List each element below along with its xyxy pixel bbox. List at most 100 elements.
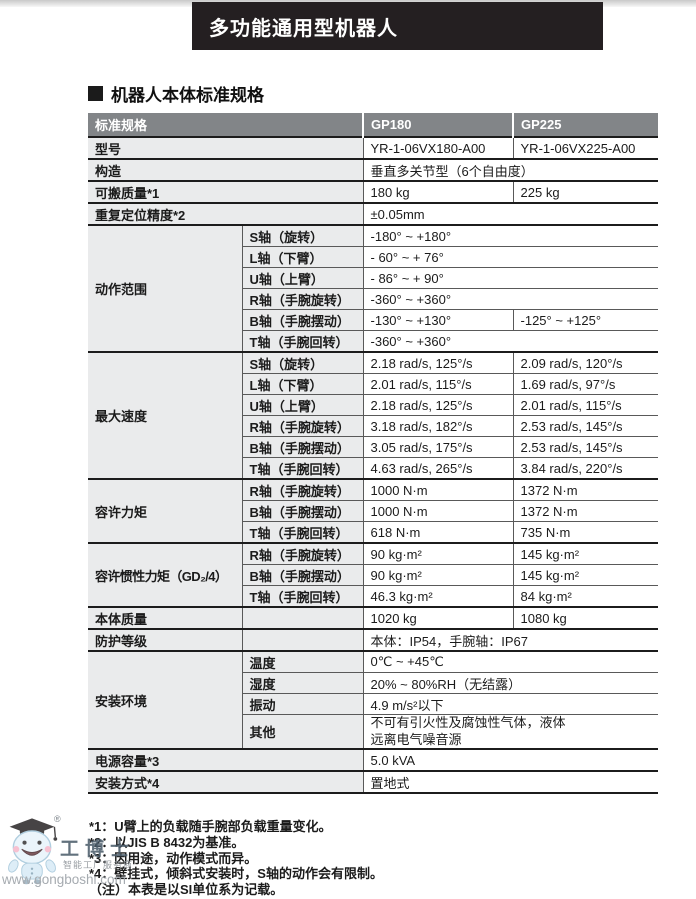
row-environment: 湿度 20% ~ 80%RH（无结露） (88, 672, 659, 694)
axis-label-cell: U轴（上臂） (241, 267, 364, 289)
row-mounting: 安装方式*4 置地式 (88, 770, 659, 794)
mascot-eye-left (22, 840, 27, 845)
axis-gp225-cell: 1.69 rad/s, 97°/s (512, 373, 659, 395)
row-motion-range: T轴（手腕回转） -360° ~ +360° (88, 330, 659, 352)
mascot-cheek-left (12, 846, 20, 853)
mascot-arm-right (45, 859, 56, 873)
row-protection: 防护等级 本体：IP54，手腕轴：IP67 (88, 628, 659, 651)
axis-gp225-cell: 735 N·m (512, 521, 659, 543)
mass-gp180-cell: 1020 kg (362, 606, 514, 629)
mascot-cheek-right (44, 846, 52, 853)
spec-table: 标准规格 GP180 GP225 型号 YR-1-06VX180-A00 YR-… (88, 113, 659, 794)
mascot-cap-tassel (53, 826, 57, 838)
gongboshi-watermark: ® 工博士 智能工厂服务商 www.gongboshi.com (2, 810, 172, 898)
page-title: 多功能通用型机器人 (209, 17, 398, 40)
env-item-cell: 其他 (241, 714, 364, 749)
mascot-head (12, 830, 52, 865)
title-banner: 多功能通用型机器人 (192, 2, 603, 50)
axis-gp225-cell: 2.09 rad/s, 120°/s (512, 351, 659, 374)
section-bullet-icon (88, 86, 103, 101)
axis-value-cell: -360° ~ +360° (362, 288, 659, 310)
env-other-value-cell: 不可有引火性及腐蚀性气体，液体 远离电气噪音源 (362, 714, 659, 749)
payload-gp225-cell: 225 kg (512, 180, 659, 203)
axis-gp225-cell: 145 kg·m² (512, 564, 659, 586)
row-payload: 可搬质量*1 180 kg 225 kg (88, 180, 659, 203)
section-title: 机器人本体标准规格 (111, 86, 264, 105)
axis-gp180-cell: 3.05 rad/s, 175°/s (362, 436, 514, 458)
row-torque: B轴（手腕摆动） 1000 N·m 1372 N·m (88, 500, 659, 522)
row-motion-range: U轴（上臂） - 86° ~ + 90° (88, 267, 659, 289)
axis-label-cell: B轴（手腕摆动） (241, 436, 364, 458)
row-max-speed: B轴（手腕摆动） 3.05 rad/s, 175°/s 2.53 rad/s, … (88, 436, 659, 458)
mascot-eye-right (37, 840, 42, 845)
axis-gp180-cell: 2.01 rad/s, 115°/s (362, 373, 514, 395)
axis-label-cell: S轴（旋转） (241, 224, 364, 247)
axis-label-cell: R轴（手腕旋转） (241, 478, 364, 501)
mounting-value-cell: 置地式 (362, 770, 659, 794)
axis-label-cell: T轴（手腕回转） (241, 330, 364, 352)
axis-gp225-cell: 3.84 rad/s, 220°/s (512, 457, 659, 479)
axis-label-cell: L轴（下臂） (241, 246, 364, 268)
row-power: 电源容量*3 5.0 kVA (88, 748, 659, 771)
env-item-cell: 温度 (241, 650, 364, 673)
row-environment: 安装环境 温度 0℃ ~ +45℃ (88, 650, 659, 749)
structure-value-cell: 垂直多关节型（6个自由度） (362, 158, 659, 181)
axis-label-cell: R轴（手腕旋转） (241, 542, 364, 565)
mascot-smile (21, 848, 43, 856)
empty-sub-cell (241, 606, 364, 629)
row-inertia: T轴（手腕回转） 46.3 kg·m² 84 kg·m² (88, 585, 659, 607)
mass-gp225-cell: 1080 kg (512, 606, 659, 629)
axis-label-cell: U轴（上臂） (241, 394, 364, 416)
axis-label-cell: R轴（手腕旋转） (241, 288, 364, 310)
header-gp180-cell: GP180 (362, 113, 514, 137)
row-max-speed: 最大速度 S轴（旋转） 2.18 rad/s, 125°/s 2.09 rad/… (88, 351, 659, 479)
footnote-4: *4：壁挂式，倾斜式安装时，S轴的动作会有限制。 (89, 866, 383, 882)
empty-sub-cell (241, 628, 364, 651)
row-max-speed: R轴（手腕旋转） 3.18 rad/s, 182°/s 2.53 rad/s, … (88, 415, 659, 437)
env-other-line2: 远离电气噪音源 (370, 731, 462, 747)
spec-table-container: 标准规格 GP180 GP225 型号 YR-1-06VX180-A00 YR-… (88, 113, 659, 794)
axis-label-cell: T轴（手腕回转） (241, 457, 364, 479)
row-motion-range: R轴（手腕旋转） -360° ~ +360° (88, 288, 659, 310)
row-torque: T轴（手腕回转） 618 N·m 735 N·m (88, 521, 659, 543)
model-gp225-cell: YR-1-06VX225-A00 (512, 136, 659, 159)
axis-gp225-cell: 2.53 rad/s, 145°/s (512, 436, 659, 458)
repeatability-value-cell: ±0.05mm (362, 202, 659, 225)
mascot-arm-left (8, 859, 19, 873)
env-other-line1: 不可有引火性及腐蚀性气体，液体 (370, 715, 566, 730)
axis-gp225-cell: 2.53 rad/s, 145°/s (512, 415, 659, 437)
axis-label-cell: R轴（手腕旋转） (241, 415, 364, 437)
watermark-url: www.gongboshi.com (2, 872, 126, 887)
axis-gp225-cell: 145 kg·m² (512, 542, 659, 565)
axis-gp180-cell: 3.18 rad/s, 182°/s (362, 415, 514, 437)
section-heading: 机器人本体标准规格 (88, 81, 264, 106)
repeatability-label-cell: 重复定位精度*2 (88, 202, 364, 225)
header-spec-cell: 标准规格 (88, 113, 364, 137)
axis-gp180-cell: 1000 N·m (362, 500, 514, 522)
gongboshi-mascot-icon (8, 818, 58, 885)
protection-value-cell: 本体：IP54，手腕轴：IP67 (362, 628, 659, 651)
torque-label-cell: 容许力矩 (88, 478, 242, 543)
env-item-cell: 湿度 (241, 672, 364, 694)
mascot-foot-left (22, 879, 31, 885)
env-value-cell: 20% ~ 80%RH（无结露） (362, 672, 659, 694)
axis-label-cell: B轴（手腕摆动） (241, 309, 364, 331)
row-model: 型号 YR-1-06VX180-A00 YR-1-06VX225-A00 (88, 136, 659, 159)
axis-gp180-cell: 90 kg·m² (362, 542, 514, 565)
inertia-label-cell: 容许惯性力矩（GD₂/4） (88, 542, 242, 607)
axis-gp180-cell: 4.63 rad/s, 265°/s (362, 457, 514, 479)
row-motion-range: L轴（下臂） - 60° ~ + 76° (88, 246, 659, 268)
watermark-brand: 工博士 (60, 839, 136, 860)
footnote-note: （注）本表是以SI单位系为记载。 (89, 882, 284, 898)
axis-value-cell: -180° ~ +180° (362, 224, 659, 247)
axis-label-cell: B轴（手腕摆动） (241, 564, 364, 586)
axis-gp225-cell: 1372 N·m (512, 478, 659, 501)
row-motion-range: 动作范围 S轴（旋转） -180° ~ +180° (88, 224, 659, 352)
footnotes: *1：U臂上的负载随手腕部负载重量变化。 *2：以JIS B 8432为基准。 … (89, 819, 383, 898)
motion-range-label-cell: 动作范围 (88, 224, 242, 352)
table-header-row: 标准规格 GP180 GP225 (88, 113, 659, 137)
model-gp180-cell: YR-1-06VX180-A00 (362, 136, 514, 159)
axis-gp180-cell: 2.18 rad/s, 125°/s (362, 394, 514, 416)
row-max-speed: L轴（下臂） 2.01 rad/s, 115°/s 1.69 rad/s, 97… (88, 373, 659, 395)
env-value-cell: 4.9 m/s²以下 (362, 693, 659, 715)
